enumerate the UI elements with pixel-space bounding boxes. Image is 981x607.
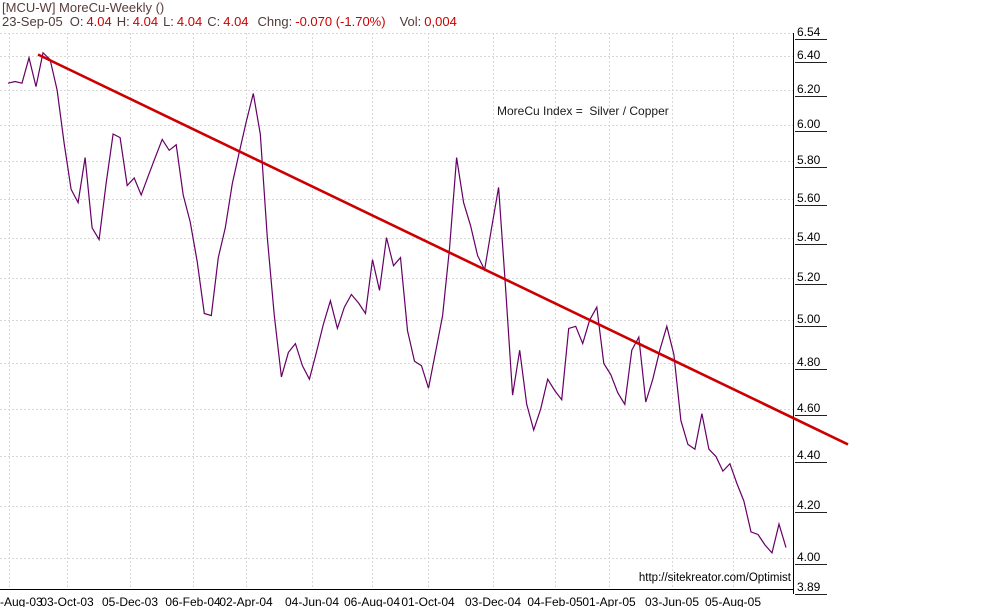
quote-field-label: L: bbox=[163, 14, 174, 29]
chart-title: [MCU-W] MoreCu-Weekly () bbox=[2, 0, 165, 15]
y-axis-label: 6.00 bbox=[795, 118, 827, 132]
quote-field-label: O: bbox=[69, 14, 84, 29]
x-axis-label: -Aug-03 bbox=[0, 595, 43, 607]
y-axis-label: 4.60 bbox=[795, 402, 827, 416]
y-axis-label: 4.00 bbox=[795, 551, 827, 565]
quote-field-label: Vol: bbox=[399, 14, 422, 29]
y-axis-label: 4.40 bbox=[795, 449, 827, 463]
x-axis-label: 06-Feb-04 bbox=[165, 595, 221, 607]
quote-line: 23-Sep-05 O: 4.04 H: 4.04 L: 4.04 C: 4.04 Chng: -… bbox=[2, 15, 457, 29]
y-axis-label: 5.60 bbox=[795, 192, 827, 206]
x-axis-label: 03-Jun-05 bbox=[644, 595, 700, 607]
y-axis-label: 5.20 bbox=[795, 271, 827, 285]
y-axis-label: 4.80 bbox=[795, 356, 827, 370]
x-axis-label: 03-Oct-03 bbox=[40, 595, 94, 607]
x-axis-label: 04-Feb-05 bbox=[527, 595, 583, 607]
x-axis-label: 06-Aug-04 bbox=[343, 595, 401, 607]
x-axis-label: 05-Dec-03 bbox=[101, 595, 159, 607]
x-axis-label: 01-Apr-05 bbox=[582, 595, 636, 607]
quote-field-value: 4.04 bbox=[223, 14, 249, 29]
quote-date: 23-Sep-05 bbox=[2, 14, 63, 29]
quote-field-label: H: bbox=[116, 14, 130, 29]
trend-line bbox=[37, 53, 849, 446]
y-axis-label: 5.80 bbox=[795, 154, 827, 168]
quote-field-value: 4.04 bbox=[86, 14, 112, 29]
chart-annotation: MoreCu Index = Silver / Copper bbox=[497, 104, 669, 118]
y-axis-label: 4.20 bbox=[795, 499, 827, 513]
quote-field-value: 4.04 bbox=[132, 14, 159, 29]
y-axis-label: 6.54 bbox=[795, 26, 827, 40]
quote-field-label: C: bbox=[207, 14, 221, 29]
y-axis-label: 6.40 bbox=[795, 49, 827, 63]
quote-field-value: 0,004 bbox=[424, 14, 457, 29]
y-axis-label: 5.40 bbox=[795, 231, 827, 245]
y-axis-label: 6.20 bbox=[795, 83, 827, 97]
quote-field-value: 4.04 bbox=[176, 14, 203, 29]
y-axis-label: 3.89 bbox=[795, 581, 827, 595]
x-axis-label: 03-Dec-04 bbox=[464, 595, 522, 607]
x-axis-label: 05-Aug-05 bbox=[704, 595, 762, 607]
x-axis-label: 01-Oct-04 bbox=[401, 595, 455, 607]
x-axis-label: 02-Apr-04 bbox=[219, 595, 273, 607]
price-line bbox=[7, 51, 787, 555]
quote-field-label: Chng: bbox=[257, 14, 293, 29]
watermark-url: http://sitekreator.com/Optimist bbox=[638, 572, 791, 584]
x-axis-label: 04-Jun-04 bbox=[284, 595, 340, 607]
quote-field-value: -0.070 (-1.70%) bbox=[295, 14, 386, 29]
y-axis-label: 5.00 bbox=[795, 313, 827, 327]
